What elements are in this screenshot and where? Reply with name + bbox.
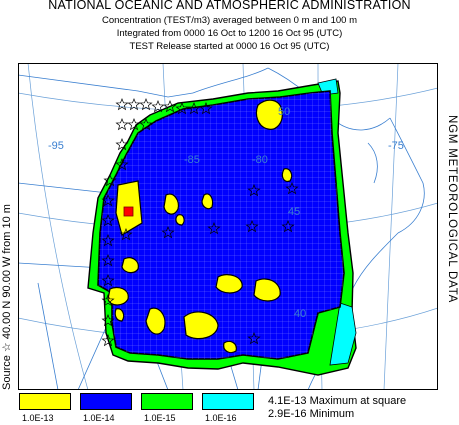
legend-swatch-blue: [80, 393, 132, 410]
concentration-line: Concentration (TEST/m3) averaged between…: [101, 15, 358, 26]
yellow-area-3: [163, 193, 179, 215]
star-26: [245, 220, 259, 233]
yellow-area-13: [223, 340, 237, 354]
yellow-area-10: [253, 278, 281, 302]
plume-grid-overlay: [98, 91, 344, 359]
star-13: [115, 158, 129, 171]
star-2: [127, 98, 141, 111]
plume-yellow-areas: [107, 99, 293, 354]
star-28: [247, 184, 261, 197]
star-15: [101, 194, 115, 207]
yellow-area-5: [281, 168, 293, 182]
meteo-data-label: NGM METEOROLOGICAL DATA: [446, 115, 458, 304]
map-frame: [18, 63, 438, 390]
star-11: [139, 118, 153, 131]
star-16: [101, 214, 115, 227]
star-8: [199, 102, 213, 115]
star-6: [175, 102, 189, 115]
star-22: [101, 334, 115, 347]
lon-label-1: -95: [48, 140, 64, 152]
star-20: [101, 294, 115, 307]
lat-label-1: 50: [278, 106, 290, 118]
star-17: [101, 234, 115, 247]
star-29: [285, 182, 299, 195]
star-24: [161, 226, 175, 239]
star-30: [247, 332, 261, 345]
yellow-area-12: [183, 311, 219, 340]
source-label-container: Source ☆ 40.00 N 90.00 W from 10 m: [0, 60, 16, 390]
yellow-area-8: [107, 286, 129, 306]
star-19: [101, 274, 115, 287]
maximum-square-marker: [123, 206, 134, 217]
legend-swatch-yellow: [19, 393, 71, 410]
yellow-area-11: [145, 307, 166, 335]
lat-label-2: 45: [288, 206, 300, 218]
star-9: [115, 118, 129, 131]
lon-label-2: -85: [184, 154, 200, 166]
minimum-value: 2.9E-16 Minimum: [268, 408, 355, 420]
star-4: [151, 100, 165, 113]
yellow-area-1: [255, 99, 283, 130]
star-23: [119, 228, 133, 241]
release-line: TEST Release started at 0000 16 Oct 95 (…: [129, 41, 330, 52]
legend-label-3: 1.0E-15: [144, 413, 176, 423]
star-5: [163, 100, 177, 113]
star-7: [187, 102, 201, 115]
star-14: [103, 174, 117, 187]
yellow-area-9: [215, 274, 243, 294]
agency-title: NATIONAL OCEANIC AND ATMOSPHERIC ADMINIS…: [48, 0, 411, 12]
source-label: Source ☆ 40.00 N 90.00 W from 10 m: [1, 204, 13, 390]
integration-line: Integrated from 0000 16 Oct to 1200 16 O…: [116, 28, 343, 39]
star-25: [207, 222, 221, 235]
star-21: [101, 314, 115, 327]
lon-label-3: -80: [252, 154, 268, 166]
legend-swatch-cyan: [202, 393, 254, 410]
maximum-value: 4.1E-13 Maximum at square: [268, 395, 407, 407]
source-markers: [101, 98, 299, 347]
legend-label-2: 1.0E-14: [83, 413, 115, 423]
concentration-plume: [87, 78, 357, 376]
coordinate-labels: -95 -85 -80 -75 50 45 40: [48, 106, 404, 320]
lat-label-3: 40: [294, 308, 306, 320]
plume-cyan-patch-southeast: [329, 302, 357, 366]
star-27: [281, 220, 295, 233]
star-18: [101, 254, 115, 267]
yellow-area-4: [201, 193, 214, 210]
legend-label-4: 1.0E-16: [205, 413, 237, 423]
star-12: [115, 138, 129, 151]
yellow-area-7: [121, 257, 139, 274]
legend-swatch-green: [141, 393, 193, 410]
lon-label-4: -75: [388, 140, 404, 152]
star-3: [139, 98, 153, 111]
star-10: [127, 118, 141, 131]
legend-label-1: 1.0E-13: [22, 413, 54, 423]
dispersion-map: -95 -85 -80 -75 50 45 40: [18, 63, 438, 390]
yellow-area-6: [175, 214, 185, 226]
star-1: [115, 98, 129, 111]
yellow-area-14: [114, 308, 125, 322]
